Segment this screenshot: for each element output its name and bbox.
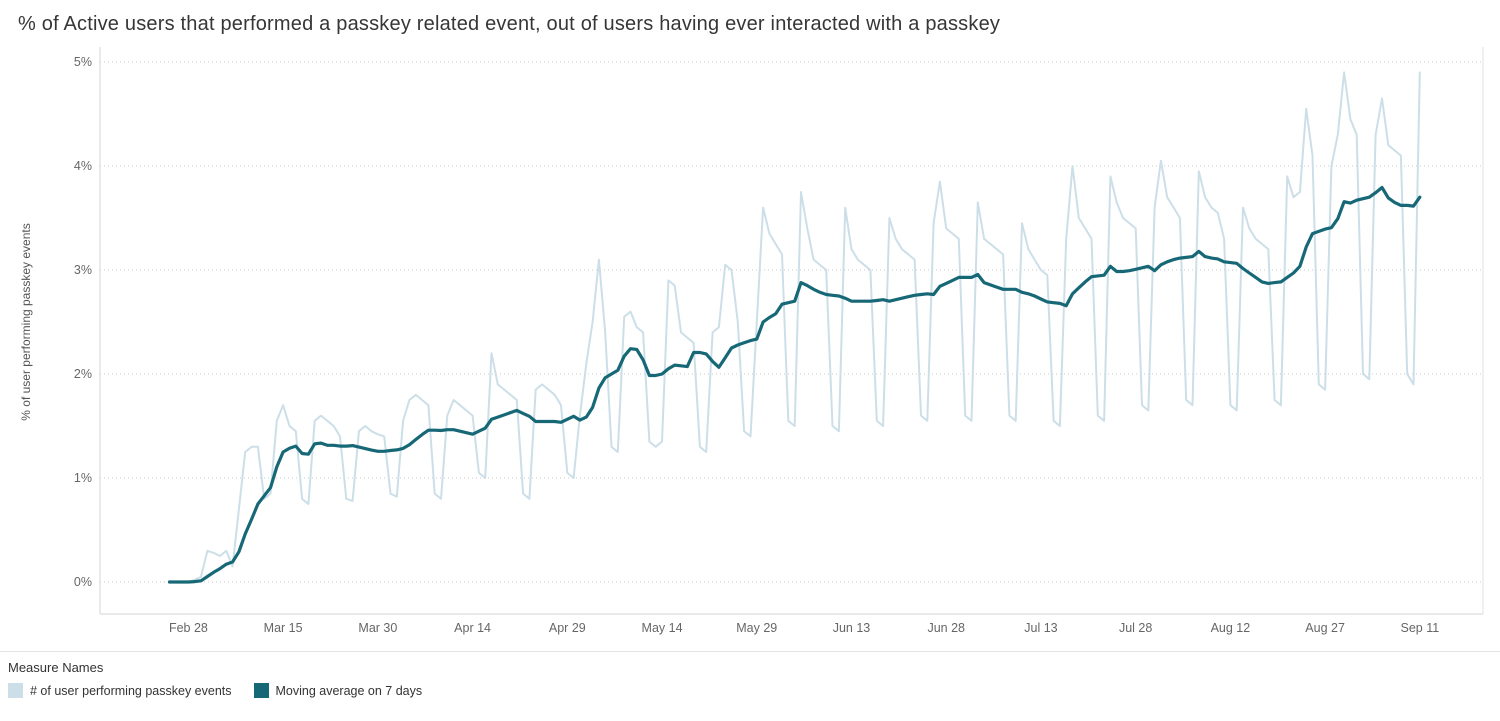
legend-item-moving-average[interactable]: Moving average on 7 days — [253, 683, 423, 698]
legend-item-label: Moving average on 7 days — [275, 683, 423, 698]
y-tick-label: 5% — [74, 55, 92, 69]
x-tick-label: Jun 13 — [833, 621, 871, 635]
x-tick-label: May 14 — [642, 621, 683, 635]
legend-title: Measure Names — [8, 660, 104, 675]
y-tick-label: 1% — [74, 471, 92, 485]
x-tick-label: Jul 28 — [1119, 621, 1152, 635]
legend-item-daily-series[interactable]: # of user performing passkey events — [8, 683, 232, 698]
x-tick-label: Jun 28 — [927, 621, 965, 635]
x-tick-label: Sep 11 — [1400, 621, 1439, 635]
moving-average-line[interactable] — [167, 185, 1422, 584]
y-axis-title: % of user performing passkey events — [19, 223, 33, 420]
legend-item-label: # of user performing passkey events — [30, 683, 232, 698]
y-tick-label: 3% — [74, 263, 92, 277]
x-tick-label: Mar 30 — [358, 621, 397, 635]
legend-items: # of user performing passkey events Movi… — [8, 683, 1500, 698]
x-tick-label: Apr 29 — [549, 621, 586, 635]
x-tick-label: May 29 — [736, 621, 777, 635]
y-tick-label: 2% — [74, 367, 92, 381]
y-tick-label: 4% — [74, 159, 92, 173]
daily-series-swatch — [8, 683, 23, 698]
line-chart[interactable]: 0% 1% 2% 3% 4% 5% Feb 28 Mar 15 Mar 30 Apr 14 Apr … — [0, 40, 1500, 642]
x-tick-label: Feb 28 — [169, 621, 208, 635]
daily-series-line[interactable] — [168, 71, 1421, 583]
x-tick-label: Apr 14 — [454, 621, 491, 635]
x-tick-label: Jul 13 — [1024, 621, 1057, 635]
x-tick-label: Aug 12 — [1211, 621, 1251, 635]
x-tick-label: Aug 27 — [1305, 621, 1345, 635]
moving-average-swatch — [253, 683, 269, 698]
chart-title: % of Active users that performed a passk… — [18, 13, 1001, 35]
x-tick-label: Mar 15 — [264, 621, 303, 635]
y-tick-label: 0% — [74, 575, 92, 589]
legend: Measure Names # of user performing passk… — [0, 651, 1500, 698]
